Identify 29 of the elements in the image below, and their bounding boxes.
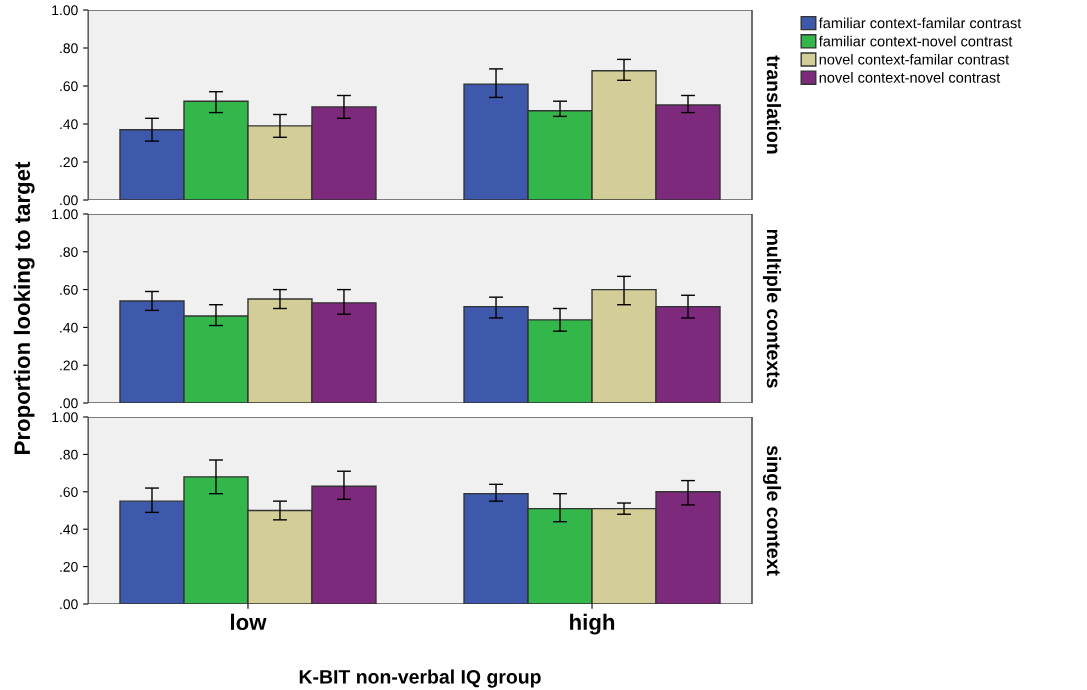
y-tick-label: .00 bbox=[60, 195, 78, 206]
y-tick-label: .40 bbox=[60, 524, 78, 535]
y-tick-label: .00 bbox=[60, 599, 78, 610]
y-tick-label: .20 bbox=[60, 157, 78, 168]
y-tick-label: .80 bbox=[60, 247, 78, 257]
y-tick-label: .40 bbox=[60, 119, 78, 130]
y-tick-label: .60 bbox=[60, 284, 78, 295]
y-tick-label: .60 bbox=[60, 487, 78, 497]
legend-label: familiar context-novel contrast bbox=[818, 35, 1013, 47]
y-tick-label: .80 bbox=[60, 43, 78, 54]
legend-label: novel context-familar contrast bbox=[819, 53, 1010, 65]
legend-label: familiar context-familar contrast bbox=[818, 17, 1022, 29]
y-tick-label: 1.00 bbox=[52, 209, 78, 220]
text: translation bbox=[766, 55, 782, 154]
x-tick-label: high bbox=[570, 613, 615, 635]
y-tick-label: 1.00 bbox=[52, 5, 78, 16]
text: single context bbox=[762, 445, 782, 576]
y-tick-label: .20 bbox=[60, 360, 78, 371]
y-tick-label: .40 bbox=[60, 322, 78, 333]
text: multiple contexts bbox=[762, 229, 782, 388]
y-tick-label: .60 bbox=[60, 81, 78, 92]
y-tick-label: 1.00 bbox=[52, 412, 78, 423]
y-axis-title: Proportion looking to target bbox=[13, 161, 35, 454]
y-tick-label: .20 bbox=[60, 561, 78, 572]
y-tick-label: .00 bbox=[60, 398, 78, 409]
y-tick-label: .80 bbox=[60, 449, 78, 460]
x-tick-label: low bbox=[231, 613, 267, 631]
x-axis-title: K-BIT non-verbal IQ group bbox=[299, 669, 541, 688]
legend-label: novel context-novel contrast bbox=[819, 72, 1001, 83]
